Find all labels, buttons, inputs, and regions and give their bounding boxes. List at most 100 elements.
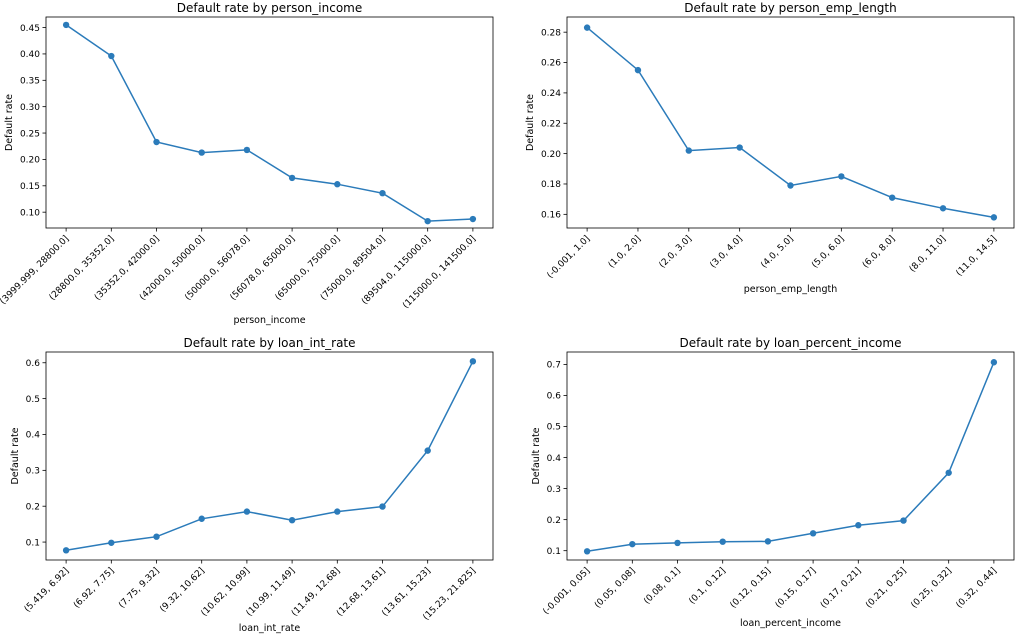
x-axis-label: loan_int_rate [239,623,301,634]
y-tick-label: 0.45 [20,24,40,34]
data-point [288,174,296,182]
y-tick-label: 0.7 [547,361,561,371]
y-tick-label: 0.6 [547,392,562,402]
data-point [108,52,115,60]
x-tick-label: (5.419, 6.92] [23,566,71,614]
y-axis-label: Default rate [525,94,536,151]
data-point [764,538,772,545]
y-tick-label: 0.25 [20,129,40,139]
data-point [855,522,862,529]
axes-frame [45,351,494,561]
y-axis-label: Default rate [4,94,15,151]
series-line [65,360,474,552]
y-axis-label: Default rate [531,427,542,484]
y-tick-label: 0.4 [26,431,41,441]
series-line [586,27,995,219]
series-line [65,24,473,222]
x-axis-label: loan_percent_income [740,618,841,629]
x-tick-label: (5.0, 6.0] [810,234,846,270]
axes-frame [566,351,1015,561]
x-tick-label: (1.0, 2.0] [607,234,643,270]
x-tick-label: (0.21, 0.25] [864,566,908,610]
data-point [990,359,998,366]
x-tick-label: (2.0, 3.0] [658,234,694,270]
x-tick-label: (0.17, 0.21] [819,566,863,610]
data-point [634,66,642,74]
x-tick-label: (0.15, 0.17] [774,566,818,610]
chart-title: Default rate by loan_int_rate [183,336,355,350]
x-tick-label: (6.0, 8.0] [861,234,897,270]
data-point [334,508,341,515]
y-tick-label: 0.4 [547,454,562,464]
data-point [62,547,70,554]
y-tick-label: 0.35 [20,77,40,87]
data-point [583,548,591,555]
x-tick-label: (7.75, 9.32] [117,566,161,610]
subplot-1: Default rate by person_income 0.10 0.15 0.2… [0,1,494,326]
data-point [379,189,386,197]
y-axis-label: Default rate [10,427,21,484]
chart-title: Default rate by loan_percent_income [680,336,902,350]
chart-title: Default rate by person_emp_length [684,1,896,15]
data-point [838,173,845,180]
data-point [334,181,341,188]
data-point [990,214,998,221]
y-tick-label: 0.18 [541,180,561,190]
data-point [900,517,907,524]
x-tick-label: (0.08, 0.1] [642,566,682,606]
x-axis-label: person_emp_length [744,284,837,295]
subplot-2: Default rate by person_emp_length 0.16 0.1… [525,1,1015,295]
y-tick-label: 0.2 [26,502,40,512]
data-point [674,539,681,547]
data-point [108,539,115,546]
data-point [198,149,205,156]
data-point [243,146,251,154]
x-tick-label: (0.1, 0.12] [687,566,727,606]
data-point [945,469,952,476]
data-point [939,205,947,212]
axes-frame [45,16,494,229]
data-point [288,516,296,524]
y-tick-label: 0.16 [541,211,561,221]
y-tick-label: 0.40 [20,50,40,60]
data-point [153,138,160,146]
y-tick-label: 0.15 [20,182,40,192]
x-tick-label: (0.12, 0.15] [729,566,773,610]
data-point [198,515,205,522]
axes-frame [566,16,1015,229]
x-tick-label: (0.32, 0.44] [955,566,999,610]
data-point [379,503,386,510]
subplot-3: Default rate by loan_int_rate 0.1 0.2 0.3 0.… [10,336,494,634]
y-tick-label: 0.6 [26,359,41,369]
x-tick-label: (6.92, 7.75] [72,566,116,610]
x-tick-label: (3.0, 4.0] [708,234,744,270]
y-tick-label: 0.26 [541,59,561,69]
data-point [787,182,794,189]
x-tick-label: (4.0, 5.0] [759,234,795,270]
y-tick-label: 0.3 [547,485,561,495]
data-point [424,447,431,454]
y-tick-label: 0.10 [20,208,40,218]
x-tick-label: (0.05, 0.08] [593,566,637,610]
y-tick-label: 0.20 [541,150,561,160]
data-point [685,147,693,154]
x-tick-label: (-0.001, 0.05] [541,566,592,617]
y-tick-label: 0.22 [541,119,561,129]
data-point [424,217,431,225]
data-point [153,533,160,540]
y-tick-label: 0.30 [20,103,40,113]
data-point [469,358,477,365]
data-point [583,24,591,31]
y-tick-label: 0.2 [547,516,561,526]
x-tick-label: (8.0, 11.0] [908,234,948,274]
data-point [629,540,636,548]
x-axis-label: person_income [233,315,305,326]
y-tick-label: 0.20 [20,156,40,166]
x-tick-label: (115000.0, 141500.0] [401,234,478,311]
data-point [736,144,743,151]
series-line [586,361,995,553]
x-tick-label: (9.32, 10.62] [158,566,206,614]
data-point [809,530,817,537]
data-point [888,194,896,201]
